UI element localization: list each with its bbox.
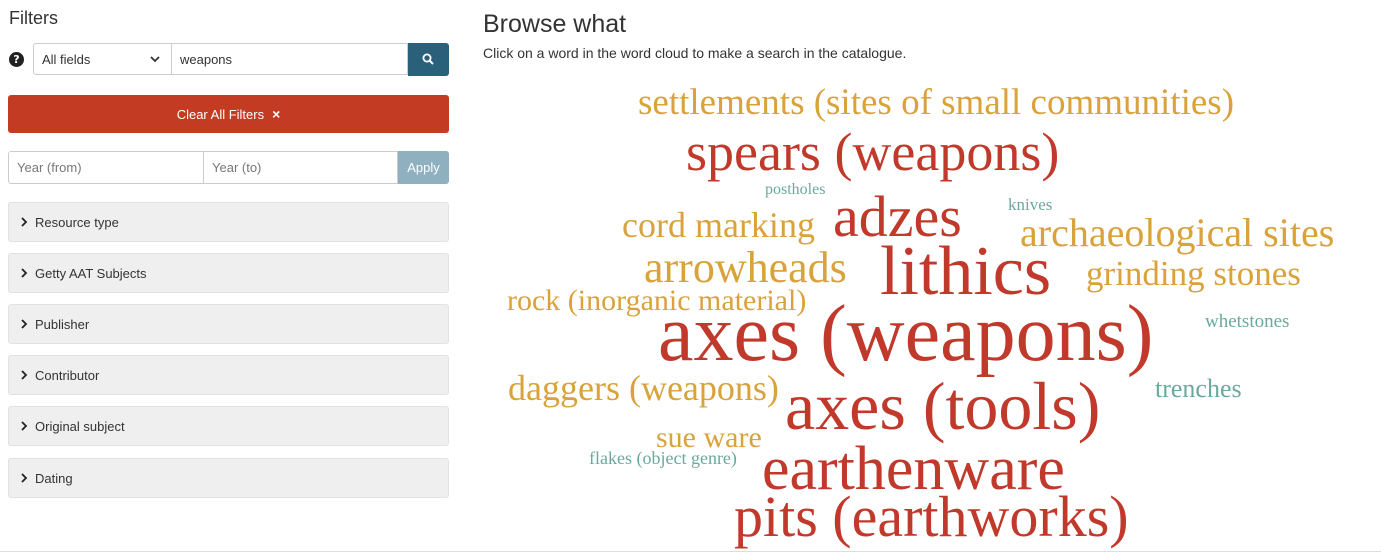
search-row: ? All fields [8, 43, 449, 77]
search-icon [422, 53, 434, 65]
field-select[interactable]: All fields [33, 43, 172, 75]
year-from-input[interactable] [8, 151, 204, 184]
facet-getty-aat-subjects[interactable]: Getty AAT Subjects [8, 253, 449, 293]
apply-button[interactable]: Apply [398, 151, 449, 184]
facet-label: Contributor [35, 368, 100, 383]
question-circle-icon[interactable]: ? [9, 52, 24, 67]
close-icon: × [272, 106, 281, 122]
search-button[interactable] [408, 43, 449, 76]
chevron-right-icon [21, 473, 28, 483]
year-to-input[interactable] [203, 151, 398, 184]
word-cloud: settlements (sites of small communities)… [483, 72, 1373, 552]
facet-publisher[interactable]: Publisher [8, 304, 449, 344]
chevron-right-icon [21, 217, 28, 227]
chevron-right-icon [21, 421, 28, 431]
cloud-word[interactable]: daggers (weapons) [508, 368, 779, 408]
year-range-row: Apply [8, 151, 449, 185]
chevron-down-icon [150, 56, 160, 63]
cloud-word[interactable]: lithics [880, 233, 1052, 310]
bottom-divider [0, 551, 1381, 552]
clear-all-filters-label: Clear All Filters [176, 107, 265, 122]
page-title: Browse what [483, 10, 627, 38]
cloud-word[interactable]: earthenware [762, 435, 1065, 503]
facet-label: Getty AAT Subjects [35, 266, 147, 281]
cloud-word[interactable]: cord marking [622, 205, 815, 245]
chevron-right-icon [21, 319, 28, 329]
cloud-word[interactable]: archaeological sites [1020, 210, 1335, 255]
cloud-word[interactable]: knives [1008, 195, 1053, 214]
cloud-word[interactable]: whetstones [1205, 311, 1290, 332]
facet-resource-type[interactable]: Resource type [8, 202, 449, 242]
cloud-word[interactable]: pits (earthworks) [734, 484, 1129, 549]
clear-all-filters-button[interactable]: Clear All Filters × [8, 95, 449, 133]
page-subtitle: Click on a word in the word cloud to mak… [483, 45, 907, 61]
cloud-word[interactable]: settlements (sites of small communities) [638, 82, 1235, 123]
facet-label: Dating [35, 471, 73, 486]
chevron-right-icon [21, 268, 28, 278]
cloud-word[interactable]: rock (inorganic material) [507, 284, 807, 317]
cloud-word[interactable]: axes (weapons) [658, 290, 1154, 378]
cloud-word[interactable]: postholes [765, 181, 826, 198]
facet-original-subject[interactable]: Original subject [8, 406, 449, 446]
cloud-word[interactable]: adzes [833, 184, 962, 249]
search-input[interactable] [172, 43, 408, 75]
facet-label: Publisher [35, 317, 90, 332]
cloud-word[interactable]: axes (tools) [785, 368, 1101, 444]
facet-dating[interactable]: Dating [8, 458, 449, 498]
cloud-word[interactable]: sue ware [656, 421, 762, 454]
cloud-word[interactable]: trenches [1155, 374, 1242, 403]
filters-title: Filters [9, 8, 58, 28]
cloud-word[interactable]: flakes (object genre) [589, 448, 737, 468]
facet-contributor[interactable]: Contributor [8, 355, 449, 395]
facet-label: Original subject [35, 419, 125, 434]
cloud-word[interactable]: arrowheads [644, 243, 847, 292]
facet-label: Resource type [35, 215, 119, 230]
field-select-value: All fields [42, 52, 91, 67]
cloud-word[interactable]: spears (weapons) [686, 122, 1060, 182]
cloud-word[interactable]: grinding stones [1086, 254, 1301, 293]
chevron-right-icon [21, 370, 28, 380]
